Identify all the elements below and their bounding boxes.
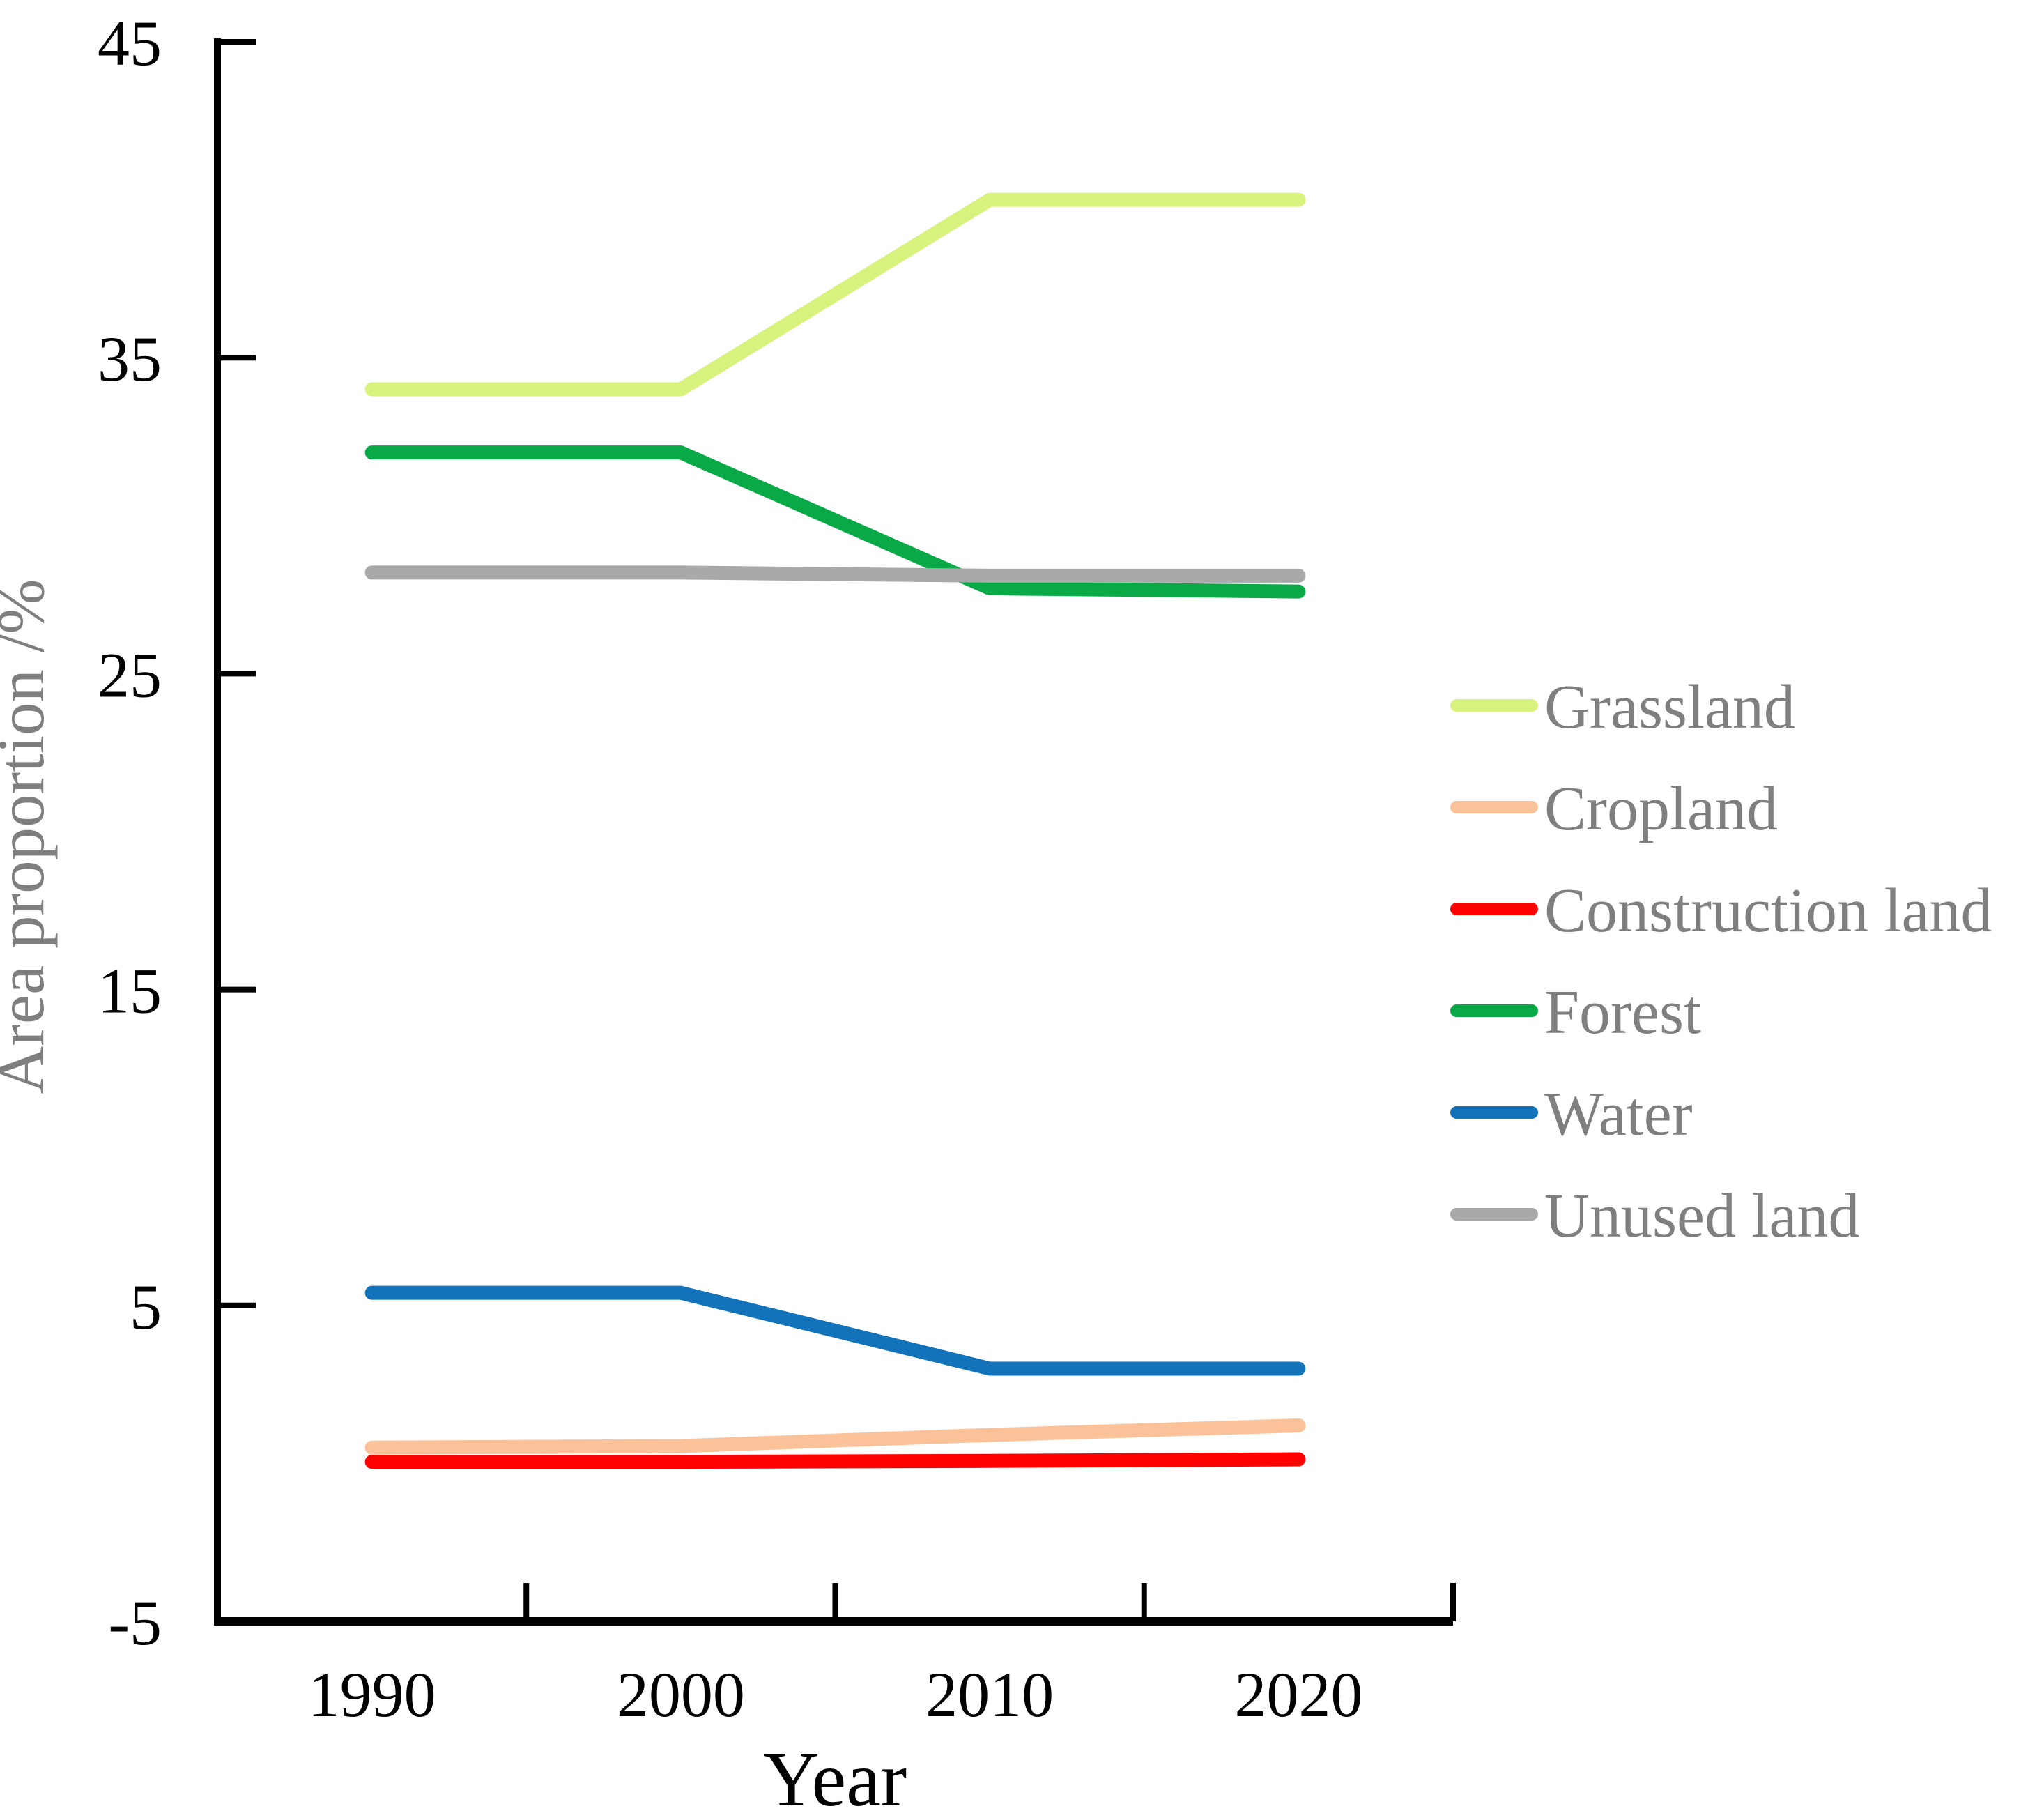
x-tick-label-2020: 2020 (1234, 1659, 1362, 1730)
x-axis-title: Year (763, 1736, 907, 1820)
series-line-water (364, 1285, 1306, 1376)
y-tick-label-45: 45 (98, 8, 162, 79)
series-line-grassland (364, 192, 1306, 397)
legend-label-water: Water (1544, 1080, 1693, 1149)
y-tick-label-35: 35 (98, 323, 162, 395)
legend-label-grassland: Grassland (1544, 673, 1795, 742)
y-tick-label-25: 25 (98, 639, 162, 710)
legend-label-construction-land: Construction land (1544, 876, 1992, 945)
x-tick-label-1990: 1990 (308, 1659, 436, 1730)
x-tick-label-2010: 2010 (925, 1659, 1054, 1730)
y-tick-label-5: 5 (130, 1271, 162, 1343)
legend-label-unused-land: Unused land (1544, 1182, 1859, 1251)
series-line-construction-land (364, 1452, 1306, 1469)
y-tick-label--5: -5 (108, 1587, 162, 1658)
y-axis-title: Area proportion /% (0, 579, 58, 1094)
legend-label-cropland: Cropland (1544, 774, 1778, 843)
series-line-unused-land (364, 565, 1306, 583)
x-tick-label-2000: 2000 (617, 1659, 745, 1730)
series-line-cropland (364, 1418, 1306, 1455)
series-line-forest (364, 445, 1306, 599)
legend-label-forest: Forest (1544, 978, 1701, 1047)
y-tick-label-15: 15 (98, 956, 162, 1027)
